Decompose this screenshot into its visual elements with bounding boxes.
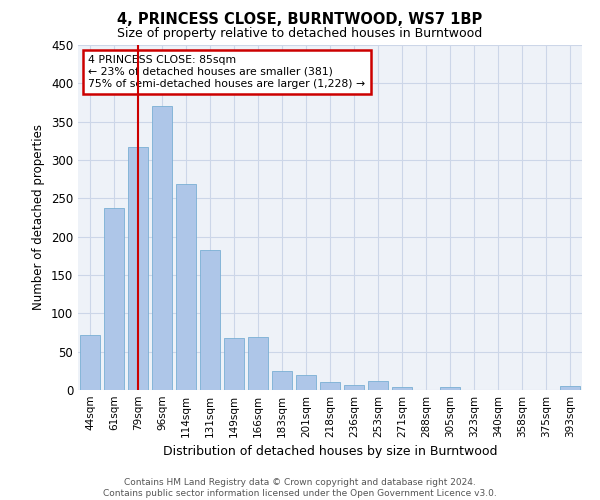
Y-axis label: Number of detached properties: Number of detached properties <box>32 124 46 310</box>
Bar <box>128 147 148 390</box>
Bar <box>176 184 196 390</box>
Bar <box>200 250 220 390</box>
Bar <box>224 338 244 390</box>
Bar <box>272 371 292 390</box>
Text: Size of property relative to detached houses in Burntwood: Size of property relative to detached ho… <box>118 28 482 40</box>
Bar <box>320 382 340 390</box>
Bar <box>152 106 172 390</box>
Bar <box>440 387 460 390</box>
Text: 4 PRINCESS CLOSE: 85sqm
← 23% of detached houses are smaller (381)
75% of semi-d: 4 PRINCESS CLOSE: 85sqm ← 23% of detache… <box>88 56 365 88</box>
X-axis label: Distribution of detached houses by size in Burntwood: Distribution of detached houses by size … <box>163 446 497 458</box>
Bar <box>560 386 580 390</box>
Text: 4, PRINCESS CLOSE, BURNTWOOD, WS7 1BP: 4, PRINCESS CLOSE, BURNTWOOD, WS7 1BP <box>118 12 482 28</box>
Bar <box>104 208 124 390</box>
Bar <box>344 386 364 390</box>
Bar <box>368 381 388 390</box>
Bar <box>248 337 268 390</box>
Bar <box>80 335 100 390</box>
Text: Contains HM Land Registry data © Crown copyright and database right 2024.
Contai: Contains HM Land Registry data © Crown c… <box>103 478 497 498</box>
Bar <box>296 374 316 390</box>
Bar <box>392 387 412 390</box>
